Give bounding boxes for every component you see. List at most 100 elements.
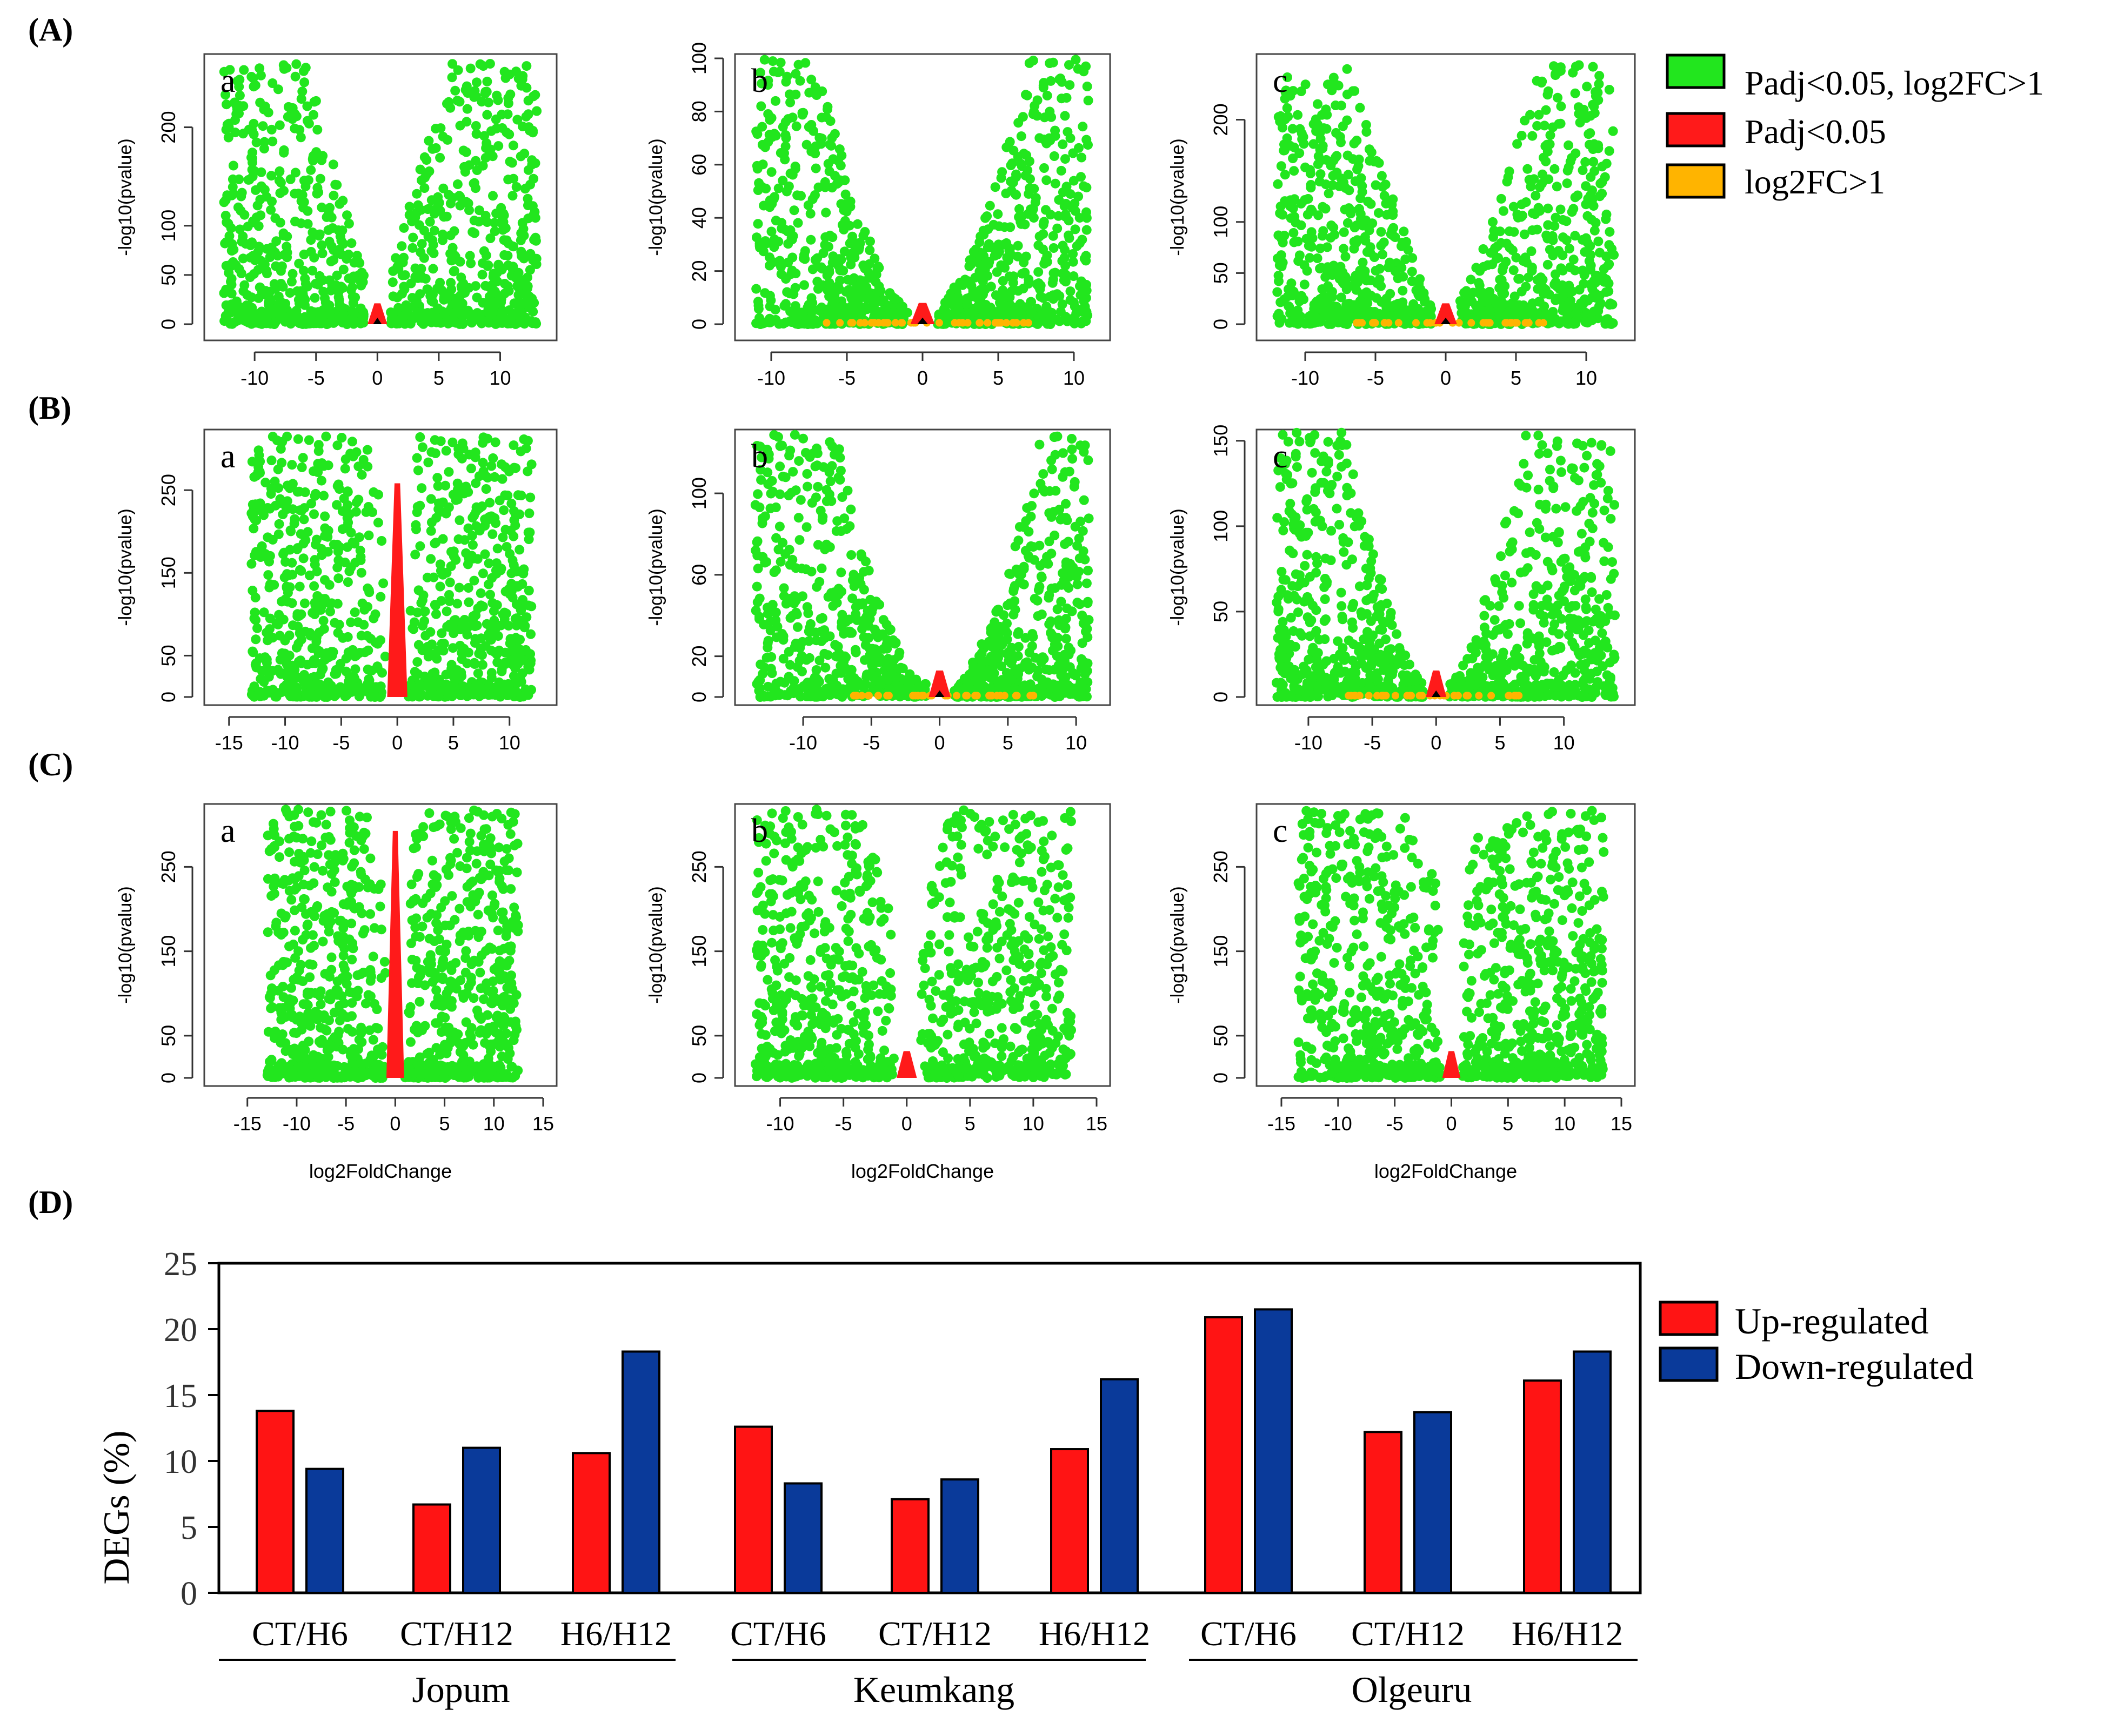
point-significant: [247, 165, 257, 175]
point-significant: [362, 445, 372, 455]
point-significant: [478, 568, 488, 579]
point-fold-only: [984, 319, 992, 327]
point-significant: [425, 648, 435, 659]
point-significant: [1370, 307, 1380, 317]
point-significant: [1031, 193, 1041, 203]
point-significant: [1509, 291, 1520, 301]
point-significant: [1534, 110, 1544, 120]
point-significant: [228, 182, 238, 192]
point-significant: [249, 118, 259, 129]
point-significant: [279, 145, 289, 155]
point-significant: [1521, 281, 1531, 292]
x-tick-label: -5: [1367, 367, 1384, 389]
point-significant: [804, 122, 814, 132]
point-significant: [408, 232, 418, 243]
point-significant: [1005, 222, 1016, 232]
point-significant: [356, 555, 366, 565]
point-significant: [1288, 228, 1299, 238]
point-significant: [780, 155, 790, 165]
point-significant: [1013, 651, 1023, 661]
point-significant: [243, 222, 253, 232]
point-significant: [1080, 440, 1090, 451]
point-significant: [1081, 578, 1092, 588]
point-significant: [513, 282, 523, 292]
row-label-c: (C): [28, 747, 73, 782]
point-significant: [1558, 232, 1568, 243]
point-significant: [409, 624, 419, 634]
point-significant: [430, 667, 440, 678]
point-significant: [346, 562, 356, 573]
point-significant: [422, 312, 432, 322]
point-significant: [273, 84, 283, 95]
point-significant: [472, 292, 482, 303]
point-significant: [780, 141, 791, 151]
point-significant: [481, 484, 491, 494]
point-significant: [1077, 152, 1087, 163]
point-significant: [974, 237, 985, 247]
point-significant: [293, 434, 303, 444]
point-significant: [493, 687, 504, 697]
point-significant: [1275, 116, 1285, 126]
point-significant: [791, 607, 801, 618]
point-significant: [1038, 83, 1048, 93]
point-significant: [457, 438, 467, 448]
point-significant: [333, 287, 344, 298]
point-significant: [997, 167, 1007, 177]
point-significant: [755, 68, 765, 78]
point-significant: [290, 514, 300, 524]
point-significant: [493, 141, 504, 151]
point-significant: [302, 101, 312, 111]
point-significant: [1016, 217, 1026, 227]
point-significant: [799, 319, 810, 329]
point-significant: [238, 101, 249, 111]
point-significant: [1562, 178, 1572, 189]
point-significant: [482, 76, 492, 86]
point-significant: [496, 564, 506, 574]
point-significant: [262, 627, 272, 638]
point-significant: [792, 190, 803, 200]
point-significant: [370, 609, 380, 619]
point-significant: [789, 205, 799, 216]
point-significant: [413, 465, 423, 475]
point-significant: [425, 217, 435, 227]
point-significant: [521, 443, 531, 453]
point-significant: [245, 240, 256, 250]
point-significant: [222, 315, 232, 325]
point-significant: [296, 609, 306, 619]
point-significant: [321, 431, 331, 441]
point-significant: [1564, 140, 1574, 150]
point-significant: [469, 178, 479, 189]
point-significant: [251, 185, 260, 195]
point-significant: [476, 588, 486, 598]
point-significant: [1581, 233, 1591, 243]
point-significant: [1542, 259, 1553, 270]
y-tick-label: 0: [157, 319, 179, 330]
point-significant: [522, 612, 532, 622]
point-significant: [1313, 299, 1323, 309]
point-significant: [505, 634, 516, 644]
point-significant: [810, 82, 820, 92]
point-significant: [1331, 79, 1341, 90]
point-significant: [834, 284, 844, 294]
point-significant: [235, 75, 245, 85]
point-significant: [1060, 111, 1070, 121]
point-significant: [285, 545, 295, 555]
point-significant: [526, 601, 537, 612]
x-tick-label: 10: [1575, 367, 1597, 389]
point-significant: [1537, 76, 1547, 86]
point-significant: [248, 586, 258, 595]
point-significant: [753, 564, 763, 574]
point-fold-only: [1394, 319, 1402, 327]
point-significant: [1065, 80, 1075, 90]
point-significant: [489, 606, 499, 616]
point-significant: [810, 255, 820, 265]
point-significant: [330, 179, 340, 190]
point-significant: [333, 628, 343, 638]
point-significant: [273, 529, 284, 539]
point-significant: [351, 447, 362, 457]
point-significant: [757, 122, 767, 132]
point-significant: [523, 661, 533, 672]
point-significant: [771, 533, 781, 543]
point-significant: [1586, 250, 1596, 260]
